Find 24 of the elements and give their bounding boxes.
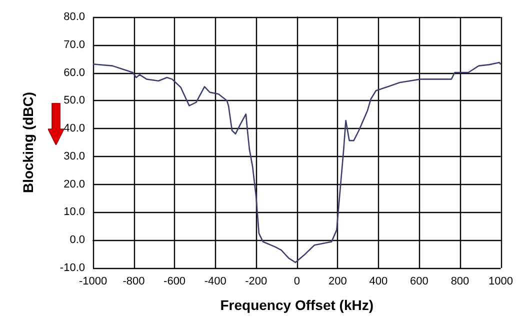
x-tick-label: -1000: [78, 276, 108, 288]
y-tick-label: 20.0: [64, 178, 85, 190]
y-tick-label: 0.0: [70, 234, 85, 246]
x-tick-label: 800: [450, 276, 470, 288]
y-tick-label: 50.0: [64, 94, 85, 107]
x-tick-label: 600: [410, 276, 428, 288]
y-tick-label: 60.0: [64, 66, 85, 79]
x-tick-label: 1000: [488, 276, 514, 288]
y-tick-label: 30.0: [64, 150, 85, 162]
x-tick-label: -400: [204, 276, 226, 288]
y-tick-label: 40.0: [64, 122, 85, 135]
x-tick-label: 0: [294, 276, 300, 288]
y-axis-title: Blocking (dBC): [20, 92, 36, 194]
line-series: [92, 62, 502, 264]
x-axis-title: Frequency Offset (kHz): [220, 297, 374, 313]
y-tick-label: -10.0: [60, 262, 85, 274]
y-tick-label: 80.0: [64, 11, 85, 23]
x-tick-label: 200: [328, 276, 347, 288]
y-tick-label: 10.0: [64, 206, 85, 218]
x-tick-label: 400: [369, 276, 388, 288]
x-tick-label: -800: [122, 276, 145, 288]
y-tick-label: 70.0: [64, 38, 85, 51]
x-tick-label: -600: [164, 276, 186, 288]
x-tick-label: -200: [245, 276, 268, 288]
